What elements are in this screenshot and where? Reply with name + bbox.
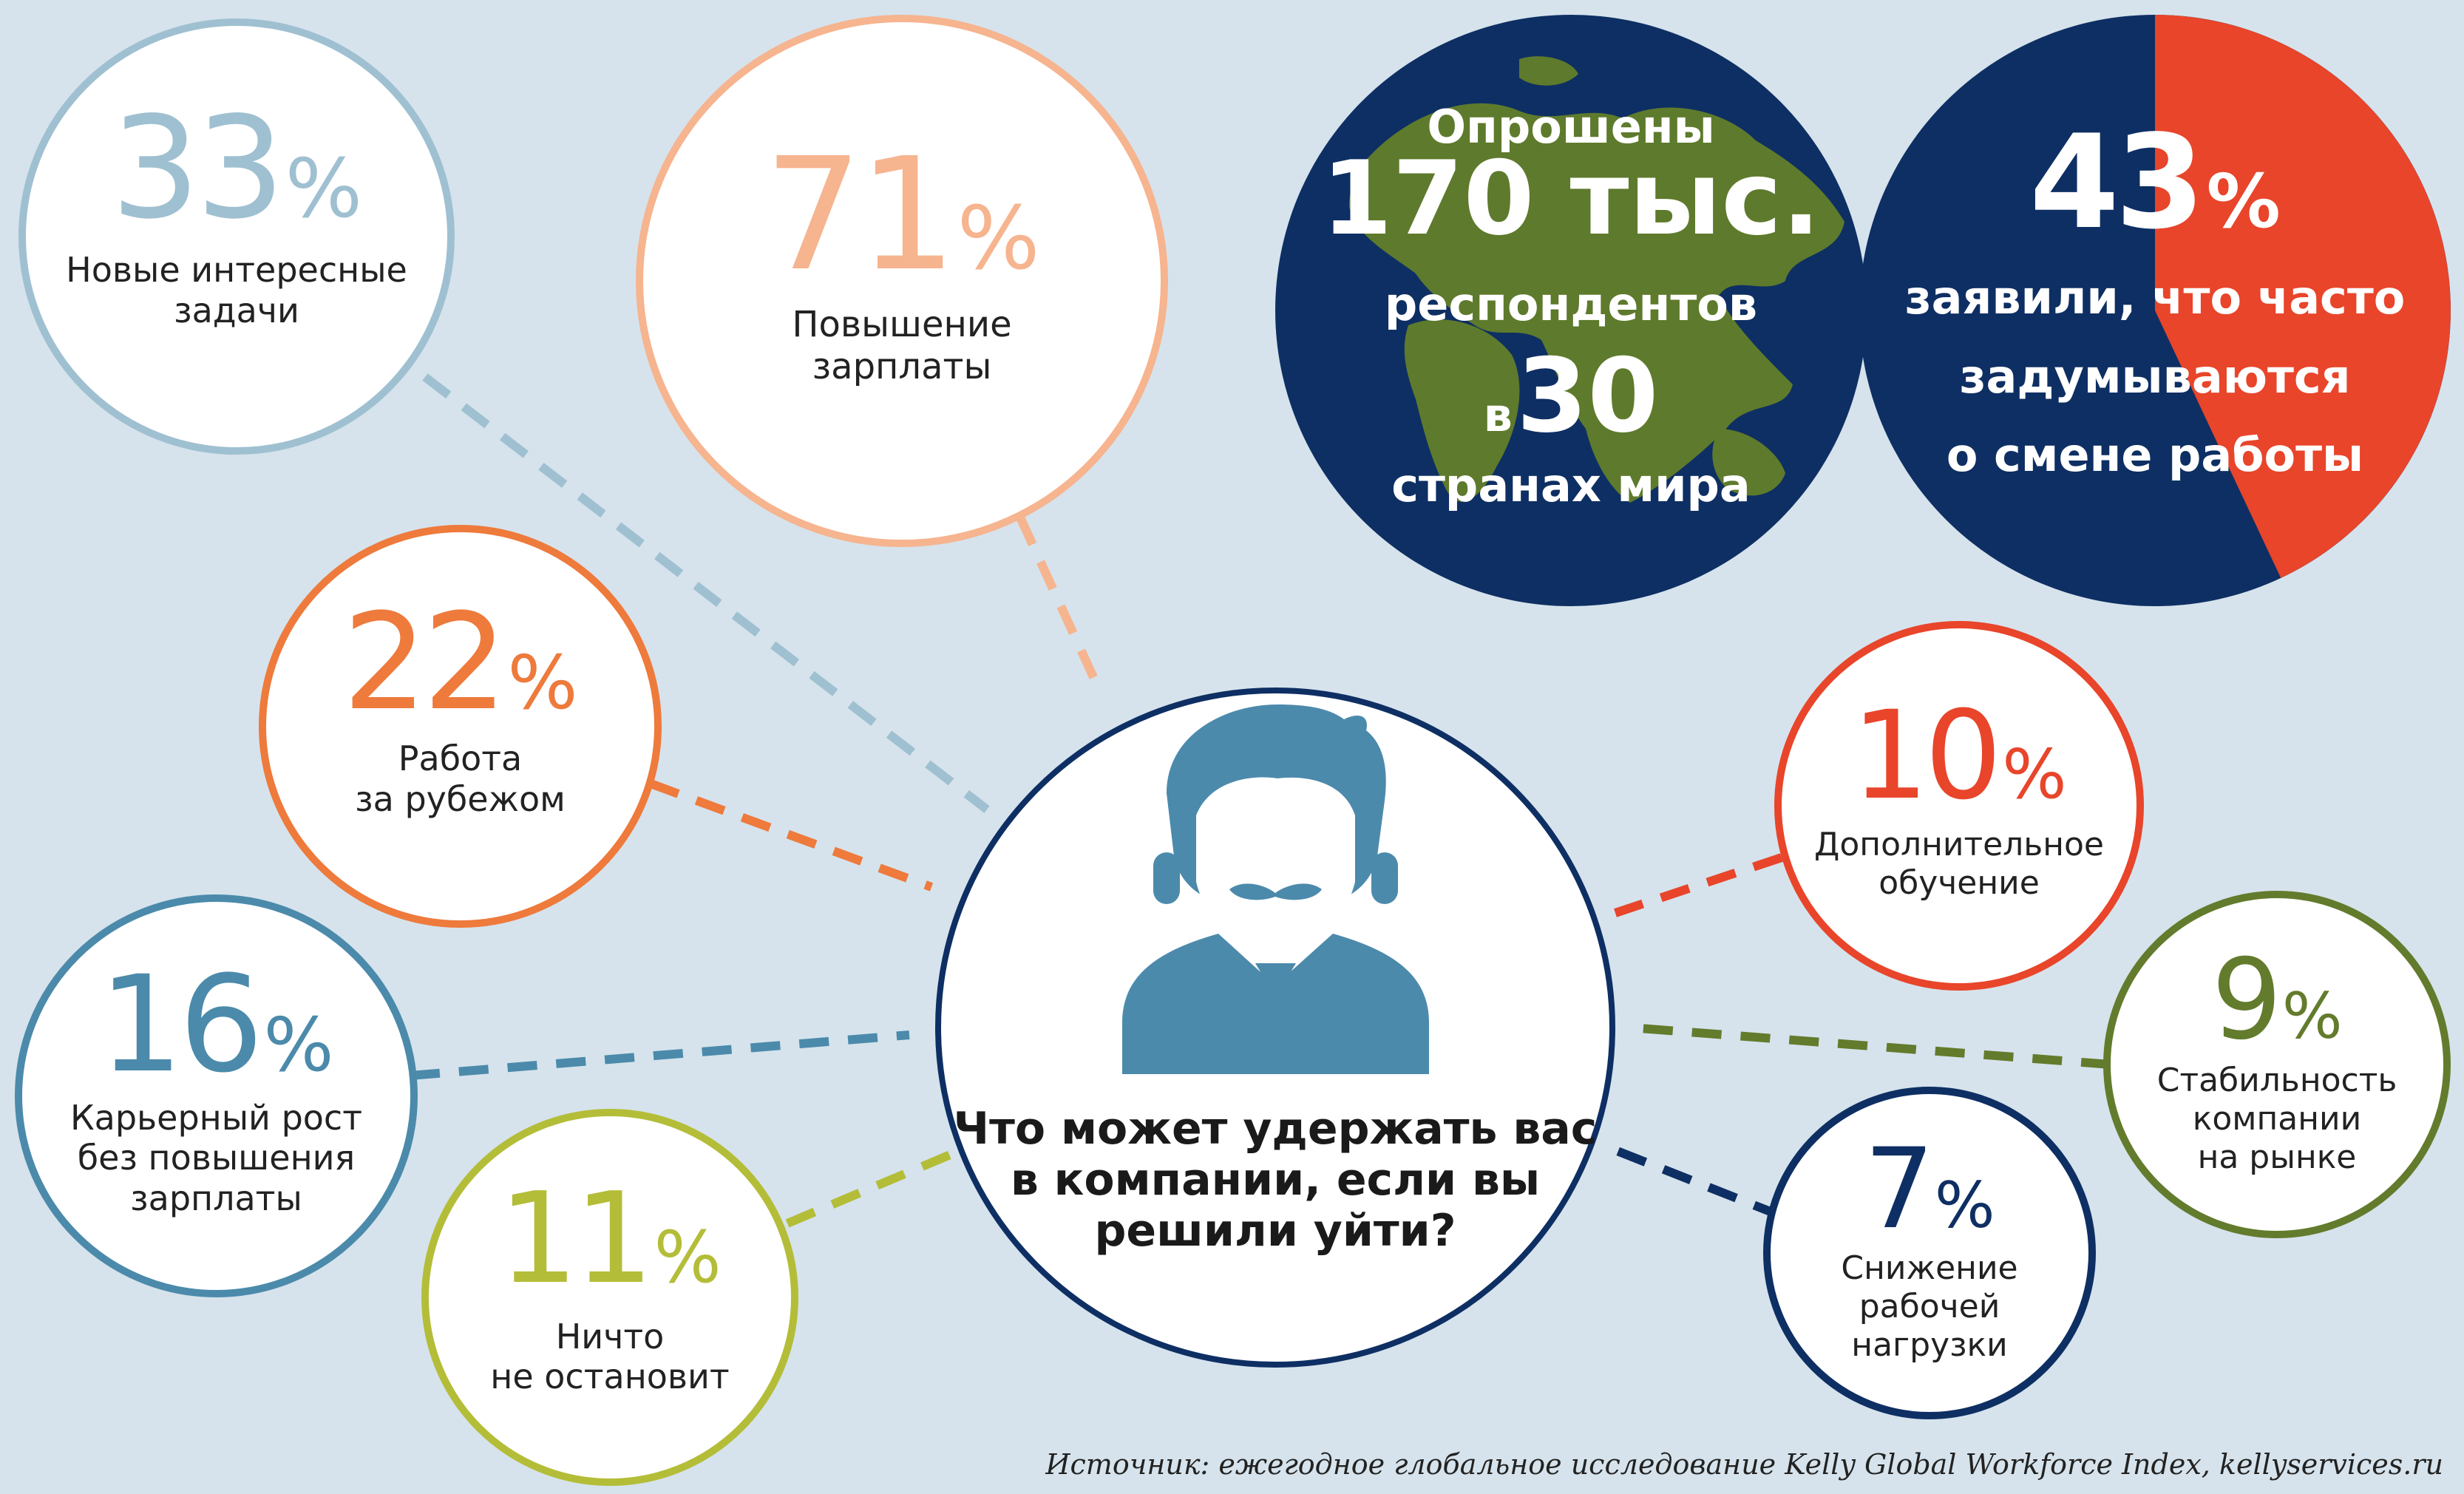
value-unit: % bbox=[285, 141, 363, 237]
bubble-nothing: 11% Ничто не остановит bbox=[421, 1109, 798, 1486]
bubble-workload-label: Снижение рабочей нагрузки bbox=[1841, 1249, 2018, 1364]
bubble-abroad-label: Работа за рубежом bbox=[355, 738, 566, 819]
value-number: 22 bbox=[342, 585, 507, 741]
value-number: 71 bbox=[764, 123, 957, 305]
world-map-icon bbox=[1275, 15, 1867, 606]
bubble-stability-value: 9% bbox=[2211, 945, 2342, 1056]
survey-prefix: в bbox=[1483, 388, 1513, 442]
value-unit: % bbox=[957, 186, 1040, 289]
source-note: Источник: ежегодное глобальное исследова… bbox=[1045, 1448, 2443, 1481]
bubble-stability: 9% Стабильность компании на рынке bbox=[2103, 891, 2451, 1238]
connector-career bbox=[410, 1030, 910, 1080]
survey-countries: 30 bbox=[1516, 336, 1659, 455]
value-number: 10 bbox=[1851, 684, 2002, 826]
value-unit: % bbox=[507, 639, 578, 727]
bubble-abroad-value: 22% bbox=[342, 597, 577, 730]
value-unit: % bbox=[263, 1002, 334, 1089]
bubble-tasks-label: Новые интересные задачи bbox=[66, 250, 407, 330]
pie-percent: 43% bbox=[1859, 118, 2451, 248]
bubble-abroad: 22% Работа за рубежом bbox=[259, 525, 662, 928]
bubble-tasks-value: 33% bbox=[111, 98, 362, 239]
pie-unit: % bbox=[2206, 158, 2281, 245]
bubble-salary-value: 71% bbox=[764, 137, 1039, 293]
bubble-career: 16% Карьерный рост без повышения зарплат… bbox=[15, 894, 418, 1297]
value-unit: % bbox=[654, 1215, 722, 1299]
connector-stability bbox=[1629, 1023, 2111, 1069]
pie-svg bbox=[1859, 15, 2451, 606]
pie-chart: 43% заявили, что часто задумываются о см… bbox=[1859, 15, 2451, 606]
survey-line-1: Опрошены bbox=[1427, 100, 1715, 154]
survey-globe: Опрошены 170 тыс. респондентов в 30 стра… bbox=[1275, 15, 1867, 606]
bubble-workload: 7% Снижение рабочей нагрузки bbox=[1763, 1087, 2096, 1419]
bubble-training-label: Дополнительное обучение bbox=[1814, 825, 2104, 902]
value-number: 16 bbox=[98, 948, 263, 1103]
connector-training bbox=[1614, 853, 1783, 917]
connector-nothing bbox=[785, 1149, 956, 1228]
survey-line-5: странах мира bbox=[1391, 458, 1751, 512]
value-number: 33 bbox=[110, 86, 285, 251]
survey-countries-row: в 30 bbox=[1275, 336, 1867, 455]
value-number: 7 bbox=[1864, 1125, 1934, 1254]
center-question-circle: Что может удержать вас в компании, если … bbox=[935, 687, 1615, 1368]
bubble-tasks: 33% Новые интересные задачи bbox=[18, 18, 455, 455]
bubble-nothing-value: 11% bbox=[498, 1176, 722, 1302]
bubble-salary: 71% Повышение зарплаты bbox=[636, 15, 1168, 547]
value-unit: % bbox=[2002, 734, 2067, 814]
value-unit: % bbox=[2281, 979, 2343, 1054]
center-question: Что может удержать вас в компании, если … bbox=[953, 1103, 1598, 1257]
bubble-career-value: 16% bbox=[98, 959, 333, 1092]
bubble-nothing-label: Ничто не остановит bbox=[490, 1316, 730, 1396]
pie-slice-highlight bbox=[2155, 15, 2451, 578]
bubble-training-value: 10% bbox=[1851, 694, 2067, 817]
bubble-stability-label: Стабильность компании на рынке bbox=[2156, 1062, 2397, 1176]
value-number: 11 bbox=[498, 1165, 654, 1312]
connector-tasks bbox=[422, 373, 990, 813]
businessman-icon bbox=[1122, 704, 1429, 1074]
survey-count: 170 тыс. bbox=[1321, 139, 1821, 258]
pie-value: 43 bbox=[2029, 108, 2205, 258]
pie-caption: заявили, что часто задумываются о смене … bbox=[1904, 271, 2406, 483]
value-unit: % bbox=[1934, 1169, 1995, 1243]
bubble-salary-label: Повышение зарплаты bbox=[792, 303, 1012, 387]
bubble-career-label: Карьерный рост без повышения зарплаты bbox=[70, 1098, 362, 1218]
connector-workload bbox=[1602, 1141, 1784, 1220]
bubble-training: 10% Дополнительное обучение bbox=[1774, 621, 2144, 991]
survey-line-3: респондентов bbox=[1384, 277, 1758, 331]
value-number: 9 bbox=[2211, 936, 2281, 1065]
bubble-workload-value: 7% bbox=[1864, 1134, 1995, 1245]
connector-salary bbox=[1016, 515, 1106, 697]
connector-abroad bbox=[648, 779, 934, 892]
